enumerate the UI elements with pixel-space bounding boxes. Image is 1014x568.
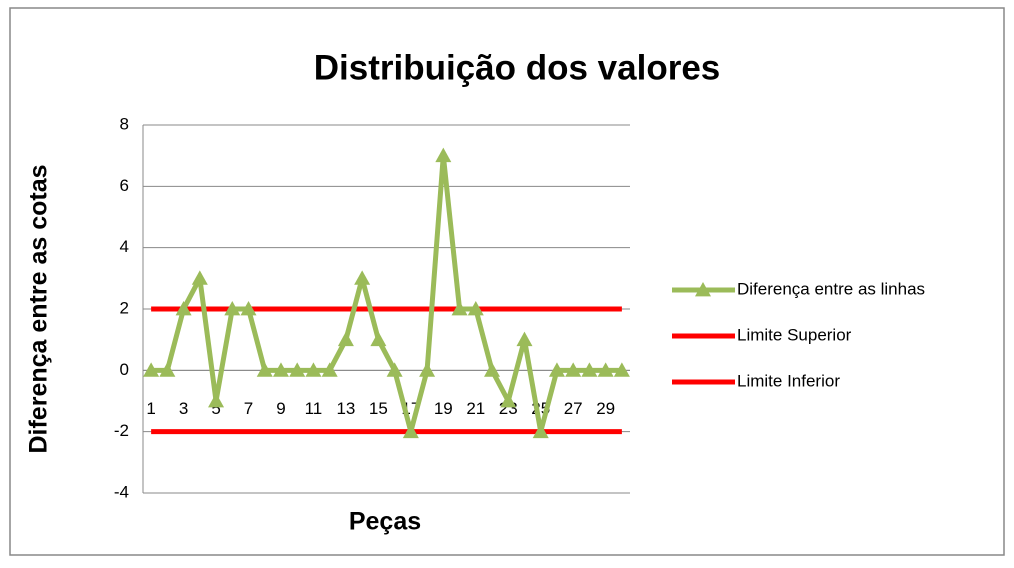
y-tick-label: 0	[120, 360, 129, 379]
point-marker	[272, 362, 289, 377]
point-marker	[305, 362, 322, 377]
point-marker	[548, 362, 565, 377]
point-marker	[435, 147, 452, 163]
x-axis-title: Peças	[349, 508, 421, 536]
point-marker	[159, 362, 176, 377]
x-tick-label: 9	[276, 399, 285, 418]
point-marker	[289, 362, 306, 377]
point-marker	[191, 270, 208, 285]
point-marker	[208, 393, 225, 408]
point-marker	[484, 362, 501, 377]
x-tick-label: 19	[434, 399, 453, 418]
point-marker	[354, 270, 371, 285]
point-marker	[402, 423, 419, 439]
point-marker	[256, 362, 273, 377]
point-marker	[224, 301, 241, 316]
y-tick-label: -4	[114, 482, 129, 501]
point-marker	[337, 331, 354, 347]
y-tick-label: 4	[120, 237, 129, 256]
legend-label: Limite Inferior	[737, 371, 840, 390]
y-axis-title: Diferença entre as cotas	[25, 164, 53, 453]
x-tick-label: 13	[336, 399, 355, 418]
point-marker	[467, 301, 484, 316]
x-tick-label: 11	[305, 399, 323, 418]
point-marker	[175, 301, 192, 316]
point-marker	[419, 362, 436, 377]
point-marker	[500, 393, 517, 408]
legend-label: Limite Superior	[737, 325, 852, 344]
point-marker	[451, 301, 468, 316]
x-tick-label: 5	[211, 399, 220, 418]
x-tick-label: 3	[179, 399, 188, 418]
x-tick-label: 7	[244, 399, 253, 418]
point-marker	[516, 331, 533, 347]
x-tick-label: 15	[369, 399, 388, 418]
legend-marker	[695, 282, 711, 297]
x-tick-label: 29	[596, 399, 615, 418]
y-tick-label: 8	[120, 114, 129, 133]
point-marker	[581, 362, 598, 377]
point-marker	[321, 362, 338, 377]
x-tick-label: 1	[146, 399, 155, 418]
y-tick-label: 2	[120, 298, 129, 317]
point-marker	[565, 362, 582, 377]
legend-label: Diferença entre as linhas	[737, 279, 925, 298]
x-tick-label: 21	[466, 399, 485, 418]
point-marker	[143, 362, 160, 377]
chart-frame	[9, 7, 1005, 556]
series-line	[151, 153, 622, 435]
y-tick-label: -2	[114, 421, 129, 440]
y-tick-label: 6	[120, 176, 129, 195]
x-tick-label: 27	[564, 399, 583, 418]
chart-title: Distribuição dos valores	[314, 48, 721, 87]
point-marker	[532, 423, 549, 439]
point-marker	[240, 301, 257, 316]
point-marker	[386, 362, 403, 377]
point-marker	[370, 331, 387, 347]
point-marker	[613, 362, 630, 377]
point-marker	[597, 362, 614, 377]
